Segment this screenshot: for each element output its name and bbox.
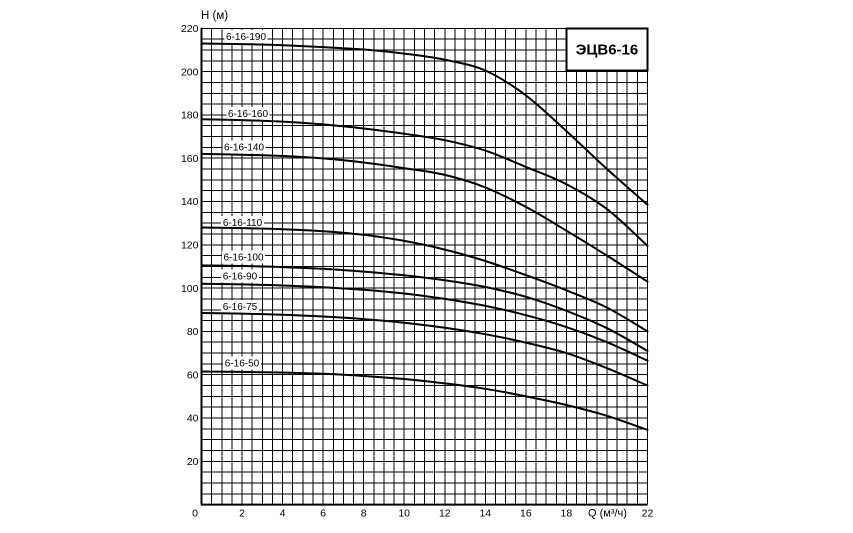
- svg-text:14: 14: [479, 508, 491, 520]
- svg-text:6-16-100: 6-16-100: [223, 253, 263, 264]
- svg-text:Q (м³/ч): Q (м³/ч): [588, 508, 627, 520]
- svg-text:ЭЦВ6-16: ЭЦВ6-16: [576, 42, 638, 59]
- svg-text:2: 2: [239, 508, 245, 520]
- svg-text:12: 12: [439, 508, 451, 520]
- svg-text:4: 4: [280, 508, 286, 520]
- svg-text:80: 80: [187, 326, 199, 338]
- svg-text:H (м): H (м): [201, 10, 228, 22]
- svg-text:0: 0: [192, 508, 198, 520]
- svg-text:18: 18: [561, 508, 573, 520]
- svg-text:10: 10: [398, 508, 410, 520]
- svg-text:60: 60: [187, 369, 199, 381]
- svg-text:40: 40: [187, 413, 199, 425]
- svg-text:180: 180: [181, 110, 199, 122]
- svg-text:140: 140: [181, 196, 199, 208]
- svg-text:220: 220: [181, 23, 199, 35]
- svg-text:100: 100: [181, 283, 199, 295]
- svg-text:16: 16: [520, 508, 532, 520]
- svg-text:8: 8: [361, 508, 367, 520]
- svg-text:6-16-75: 6-16-75: [223, 302, 258, 313]
- svg-text:6: 6: [320, 508, 326, 520]
- svg-text:6-16-190: 6-16-190: [226, 32, 266, 43]
- svg-text:20: 20: [187, 456, 199, 468]
- svg-text:6-16-50: 6-16-50: [225, 359, 260, 370]
- svg-text:6-16-160: 6-16-160: [228, 109, 268, 120]
- svg-text:120: 120: [181, 240, 199, 252]
- svg-text:6-16-90: 6-16-90: [223, 272, 258, 283]
- svg-text:6-16-110: 6-16-110: [223, 218, 263, 229]
- svg-text:160: 160: [181, 153, 199, 165]
- svg-text:22: 22: [642, 508, 654, 520]
- svg-text:200: 200: [181, 66, 199, 78]
- svg-text:6-16-140: 6-16-140: [224, 143, 264, 154]
